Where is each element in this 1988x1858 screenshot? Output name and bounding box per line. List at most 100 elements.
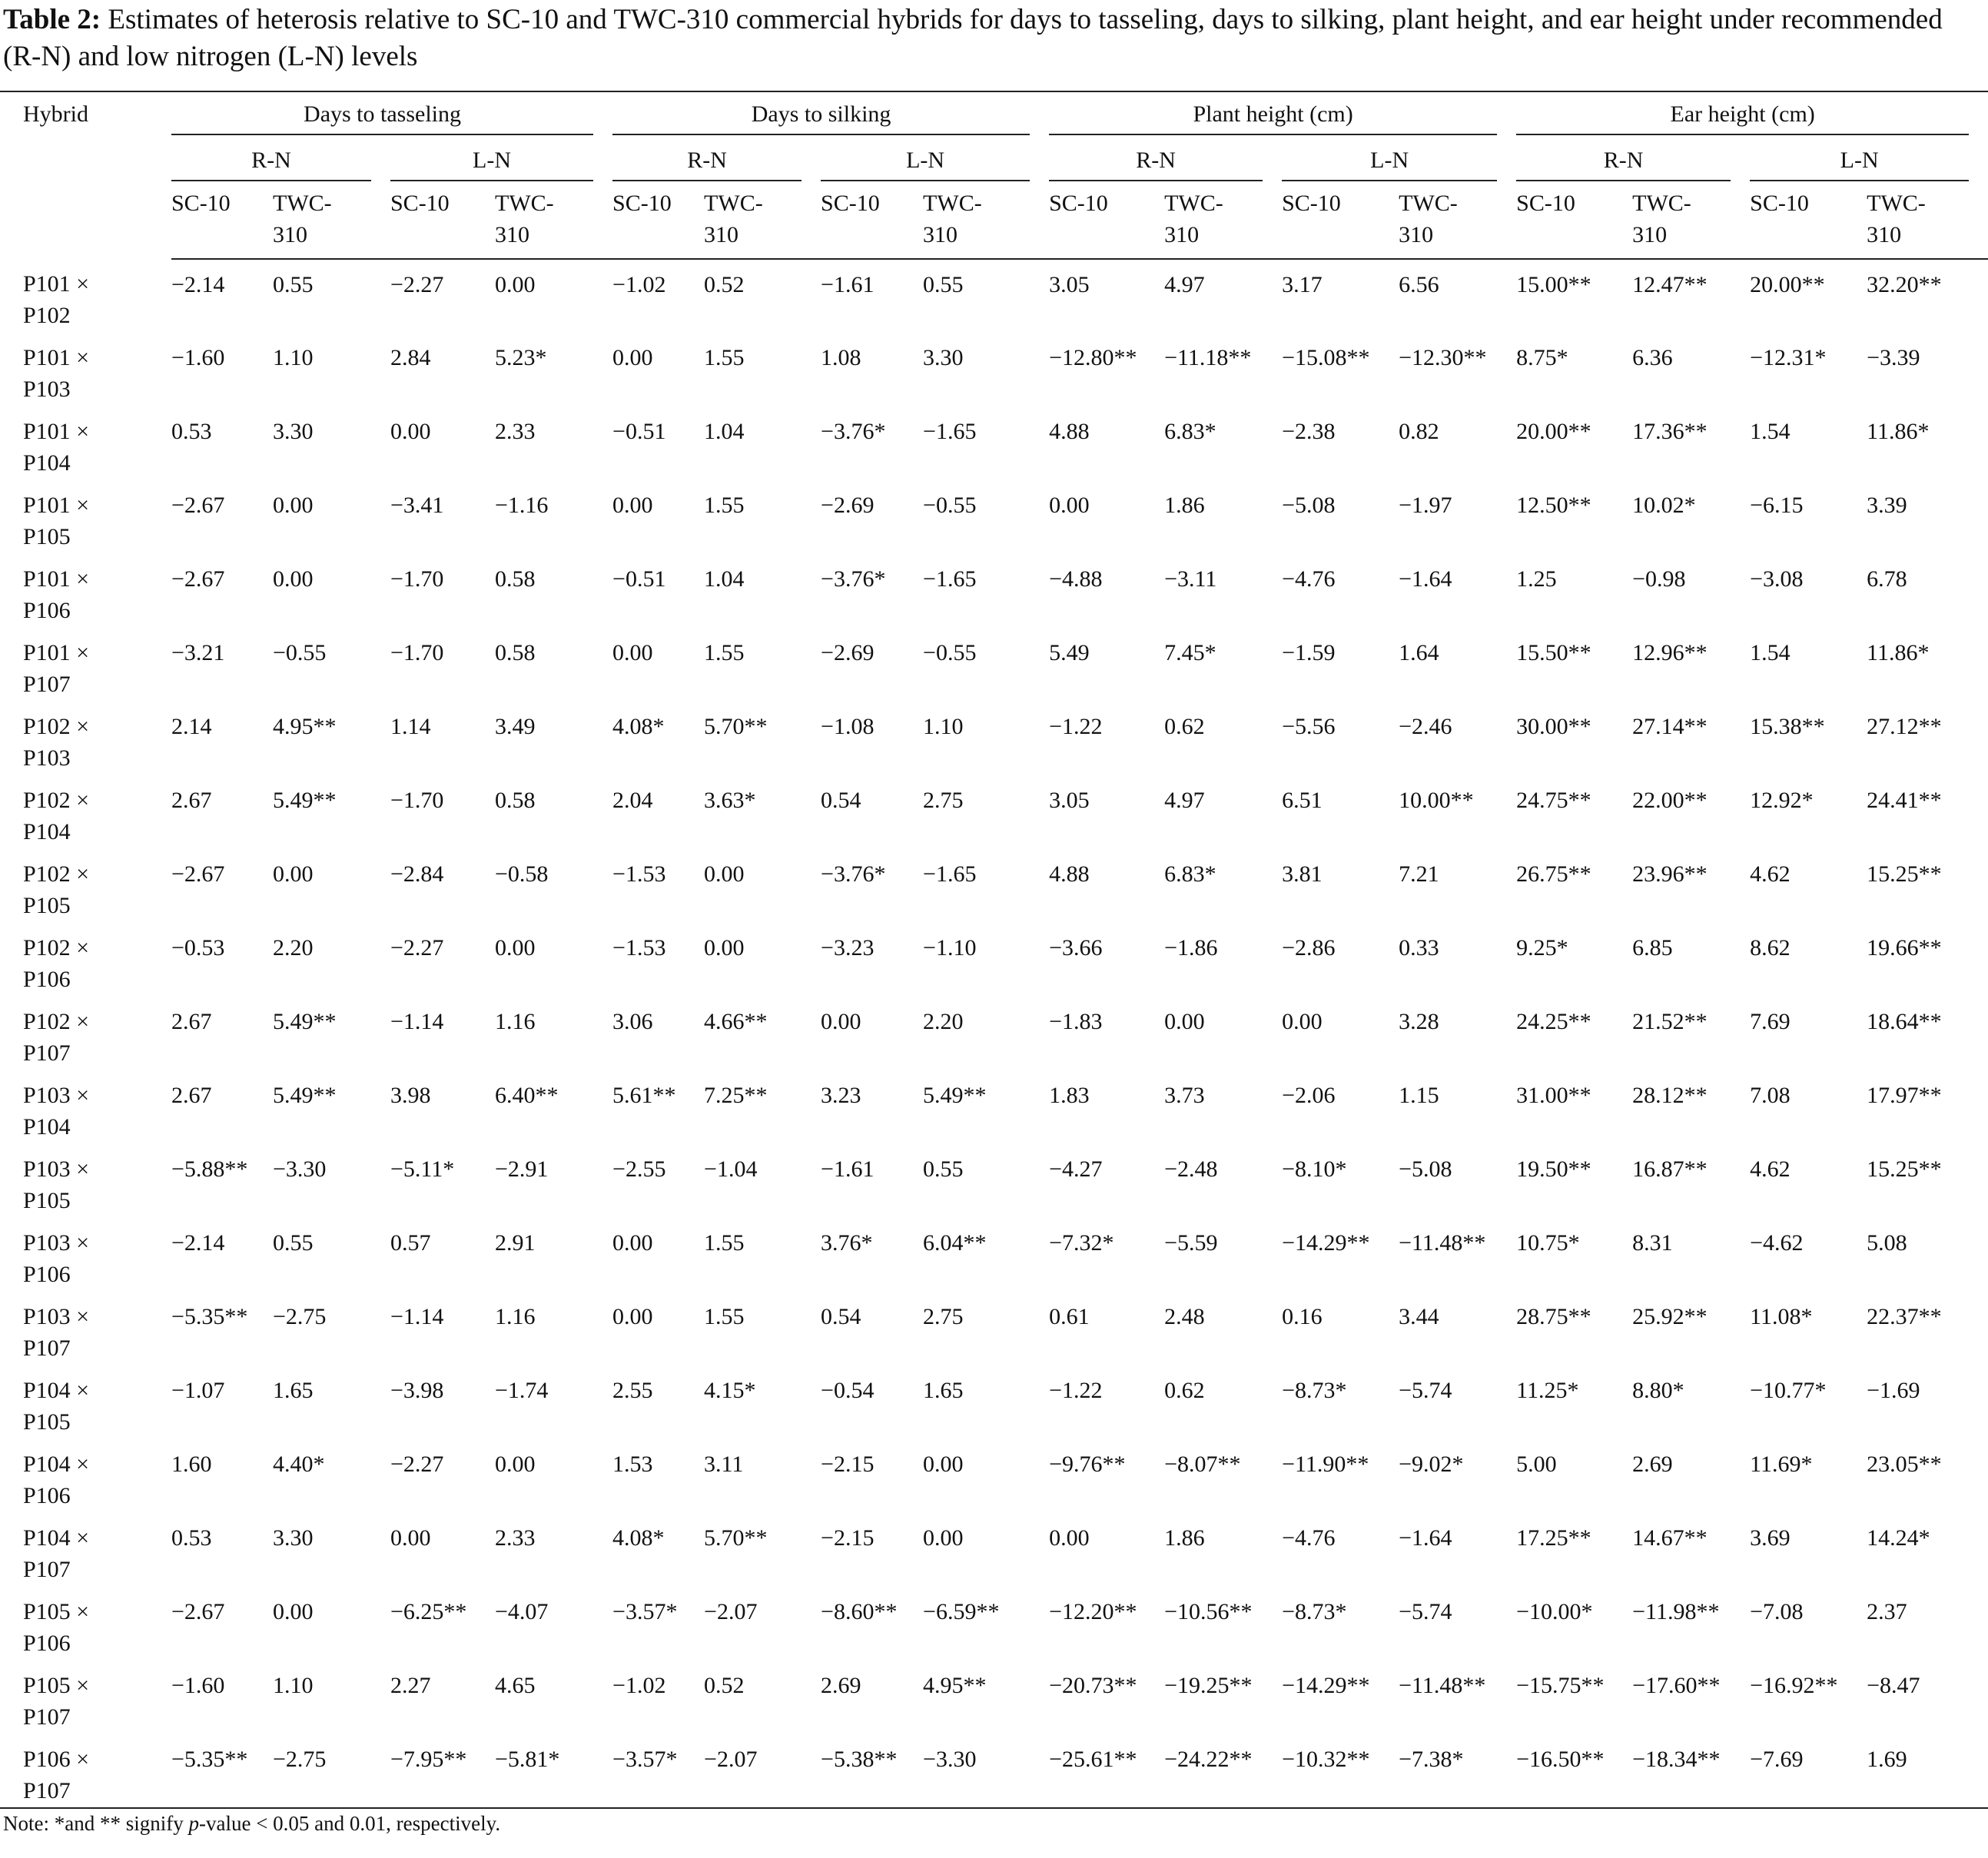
value-cell: −24.22** [1164, 1734, 1283, 1809]
value-cell: 7.25** [704, 1083, 768, 1108]
value-cell: 0.00 [273, 861, 314, 887]
value-cell: 5.49** [923, 1083, 987, 1108]
note-italic: p [188, 1812, 199, 1835]
cell-text: P102 × P107 [23, 1009, 90, 1066]
group-header: Days to silking [612, 91, 1050, 135]
value-cell: 3.49 [495, 714, 536, 739]
data-row: P101 × P106 −2.67 0.00 −1.70 0.58 −0.51 1.04 −3… [0, 554, 1988, 628]
value-cell: 12.92* [1750, 788, 1814, 813]
value-cell: −0.53 [171, 935, 225, 961]
data-row: P101 × P107 −3.21 −0.55 −1.70 0.58 0.00 1.55 −2… [0, 628, 1988, 702]
table-caption: Table 2: Estimates of heterosis relative… [0, 0, 1988, 91]
cell-text: P101 × P104 [23, 419, 90, 476]
column-header: SC-10 [1049, 181, 1165, 260]
value-cell: 0.55 [273, 272, 314, 297]
value-cell: 0.00 [1049, 1525, 1090, 1551]
value-cell: −8.10* [1282, 1156, 1347, 1182]
value-cell: 0.62 [1164, 714, 1205, 739]
cell-text: P102 × P103 [23, 714, 90, 771]
value-cell: 4.88 [1049, 419, 1090, 444]
value-cell: 0.00 [273, 566, 314, 592]
value-cell: 0.16 [1282, 1304, 1323, 1329]
value-cell: 26.75** [1516, 861, 1591, 887]
value-cell: −8.73* [1282, 1599, 1347, 1624]
value-cell: −1.07 [171, 1378, 225, 1403]
column-label: TWC-310 [273, 191, 332, 247]
value-cell: 0.00 [923, 1525, 964, 1551]
data-row: P101 × P105 −2.67 0.00 −3.41 −1.16 0.00 1.55 −2… [0, 480, 1988, 554]
value-cell: 4.95** [923, 1673, 987, 1698]
value-cell: 3.73 [1164, 1083, 1205, 1108]
column-label: SC-10 [1750, 191, 1809, 216]
value-cell: 31.00** [1516, 1083, 1591, 1108]
data-row: P105 × P107 −1.60 1.10 2.27 4.65 −1.02 0.52 2.6… [0, 1661, 1988, 1734]
hybrid-cell: P102 × P104 [0, 775, 171, 849]
header-row: Hybrid Days to tasseling Days to silking Pl… [0, 91, 1988, 259]
header-row: R-N L-N R-N L-N R-N L-N R-N L-N [0, 135, 1988, 181]
value-cell: 21.52** [1632, 1009, 1708, 1034]
subgroup-header: R-N [1049, 135, 1282, 181]
value-cell: 11.08* [1750, 1304, 1813, 1329]
value-cell: −2.75 [273, 1734, 390, 1809]
value-cell: 11.86* [1867, 640, 1930, 665]
value-cell: −5.08 [1399, 1156, 1452, 1182]
value-cell: 4.97 [1164, 272, 1205, 297]
subgroup-header: L-N [1282, 135, 1516, 181]
value-cell: −3.98 [390, 1378, 444, 1403]
value-cell: −1.60 [171, 345, 225, 370]
value-cell: 3.76* [821, 1230, 873, 1256]
group-label: Days to tasseling [171, 92, 594, 135]
value-cell: 6.51 [1282, 788, 1323, 813]
value-cell: 5.70** [704, 714, 768, 739]
value-cell: −5.38** [821, 1734, 924, 1809]
value-cell: 4.66** [704, 1009, 768, 1034]
value-cell: −11.98** [1632, 1599, 1720, 1624]
value-cell: −1.59 [1282, 640, 1336, 665]
value-cell: 1.65 [273, 1378, 314, 1403]
value-cell: 1.10 [923, 714, 964, 739]
value-cell: 0.53 [171, 419, 212, 444]
value-cell: 6.83* [1164, 419, 1216, 444]
caption-text: Estimates of heterosis relative to SC-10… [3, 4, 1943, 72]
subgroup-label: R-N [1516, 135, 1731, 181]
subgroup-label: L-N [821, 135, 1031, 181]
value-cell: −5.08 [1282, 493, 1336, 518]
value-cell: 15.50** [1516, 640, 1591, 665]
value-cell: 0.00 [704, 861, 745, 887]
value-cell: 1.86 [1164, 493, 1205, 518]
value-cell: −2.07 [704, 1599, 758, 1624]
cell-text: P103 × P107 [23, 1304, 90, 1361]
subgroup-label: L-N [390, 135, 594, 181]
value-cell: 24.75** [1516, 788, 1591, 813]
hybrid-cell: P103 × P107 [0, 1292, 171, 1365]
value-cell: −0.51 [612, 566, 666, 592]
value-cell: −16.92** [1750, 1673, 1838, 1698]
value-cell: −19.25** [1164, 1673, 1253, 1698]
value-cell: −5.74 [1399, 1599, 1452, 1624]
cell-text: P103 × P104 [23, 1083, 90, 1140]
value-cell: −1.61 [821, 272, 875, 297]
value-cell: 2.33 [495, 419, 536, 444]
value-cell: −4.88 [1049, 566, 1103, 592]
value-cell: 5.49** [273, 788, 337, 813]
value-cell: −1.74 [495, 1378, 549, 1403]
value-cell: −3.76* [821, 419, 886, 444]
value-cell: 3.30 [923, 345, 964, 370]
value-cell: −1.61 [821, 1156, 875, 1182]
column-header: TWC-310 [273, 181, 390, 260]
column-header: SC-10 [1516, 181, 1633, 260]
value-cell: 0.00 [1049, 493, 1090, 518]
value-cell: −2.14 [171, 272, 225, 297]
column-label: TWC-310 [1632, 191, 1691, 247]
value-cell: 10.02* [1632, 493, 1696, 518]
value-cell: −1.97 [1399, 493, 1452, 518]
value-cell: 0.00 [612, 345, 653, 370]
value-cell: 1.04 [704, 419, 745, 444]
value-cell: 17.25** [1516, 1525, 1591, 1551]
value-cell: 1.15 [1399, 1083, 1439, 1108]
value-cell: −5.88** [171, 1156, 248, 1182]
group-header: Days to tasseling [171, 91, 613, 135]
value-cell: 3.05 [1049, 788, 1090, 813]
value-cell: −1.04 [704, 1156, 758, 1182]
column-header: SC-10 [171, 181, 273, 260]
